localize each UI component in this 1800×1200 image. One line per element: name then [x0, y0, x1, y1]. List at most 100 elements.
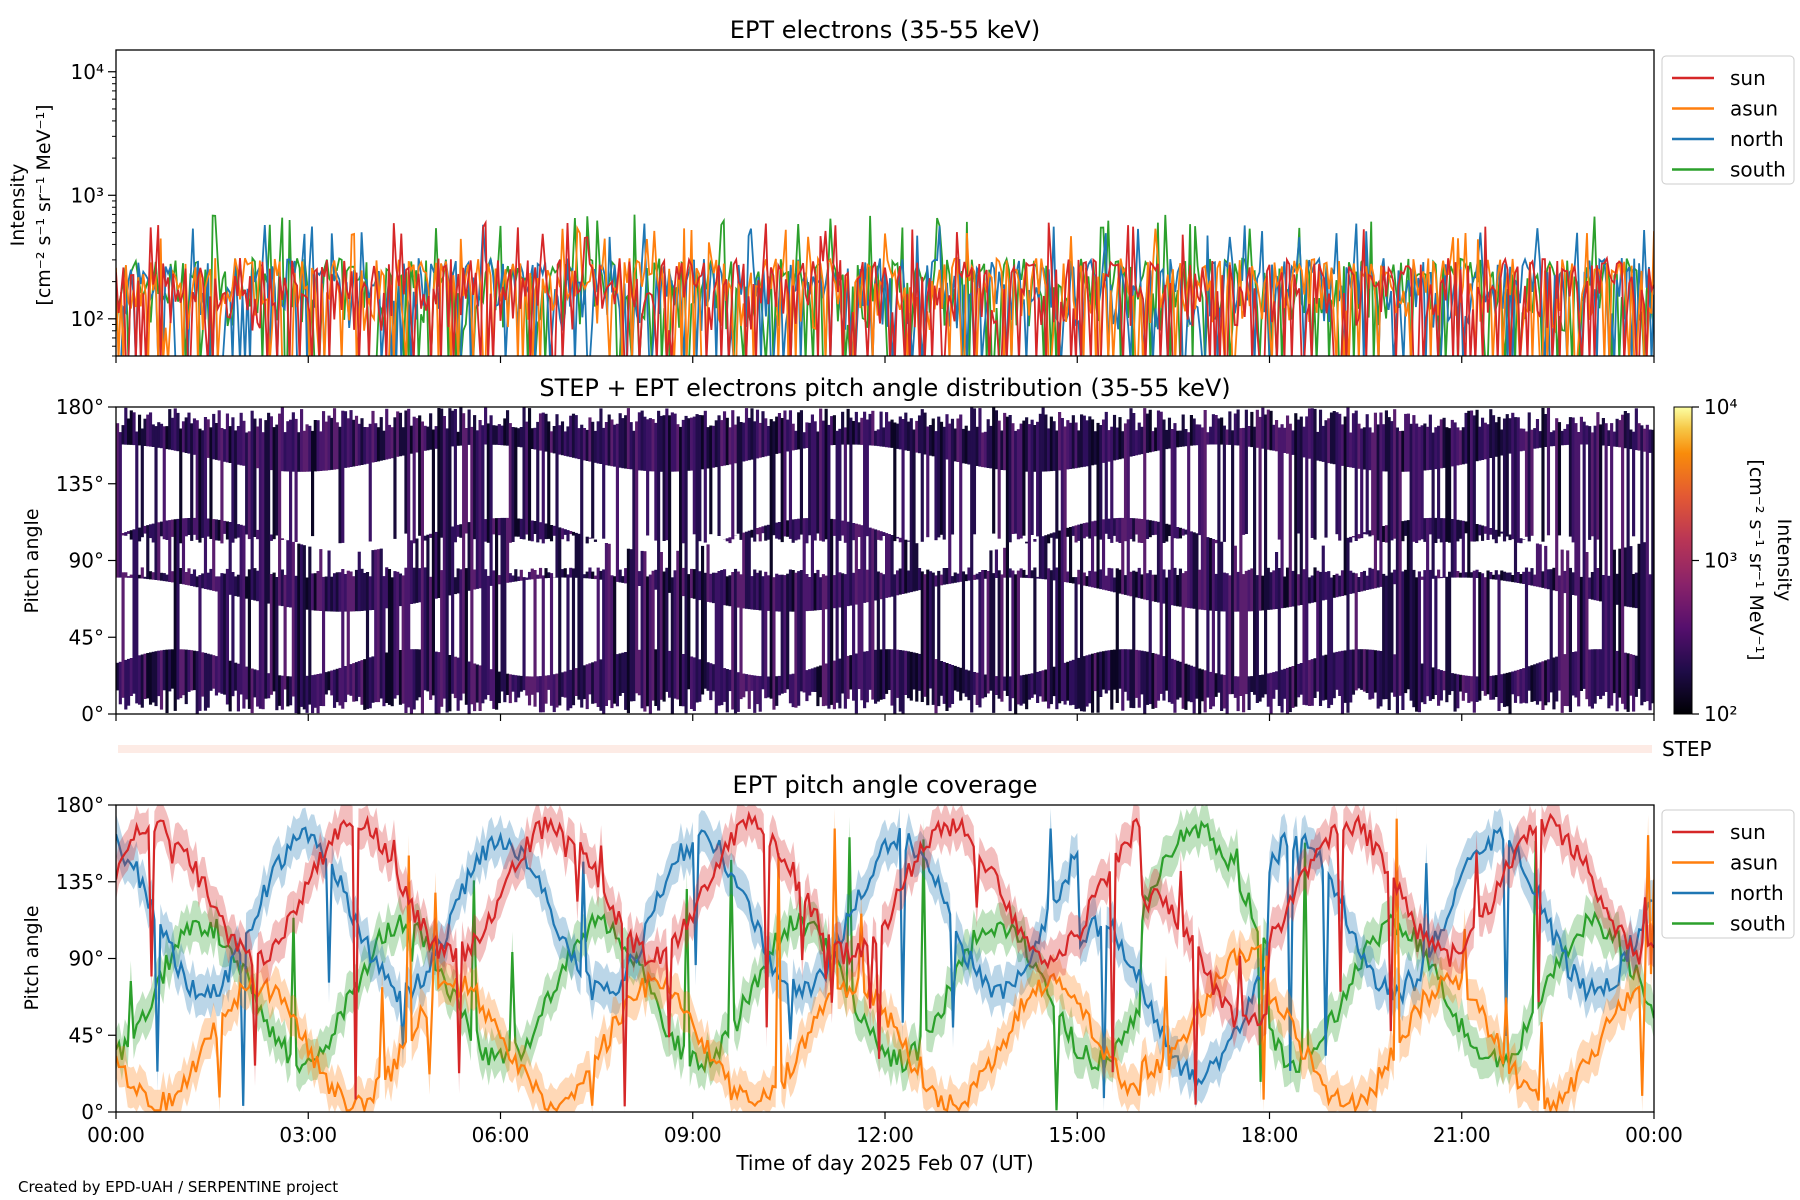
- heatmap-cell: [505, 410, 510, 446]
- heatmap-cell: [365, 427, 370, 464]
- heatmap-cell: [1365, 414, 1369, 535]
- heatmap-cell: [879, 572, 883, 600]
- heatmap-cell: [1291, 666, 1295, 708]
- heatmap-cell: [1612, 549, 1616, 694]
- heatmap-cell: [343, 574, 348, 612]
- heatmap-cell: [692, 416, 696, 535]
- heatmap-cell: [569, 669, 573, 709]
- heatmap-cell: [827, 424, 831, 709]
- heatmap-cell: [514, 675, 518, 703]
- heatmap-cell: [341, 410, 345, 543]
- heatmap-cell: [1505, 572, 1509, 582]
- heatmap-cell: [1610, 423, 1614, 706]
- heatmap-cell: [261, 432, 265, 710]
- heatmap-cell: [772, 421, 776, 536]
- heatmap-cell: [739, 422, 743, 540]
- heatmap-cell: [217, 576, 221, 693]
- heatmap-cell: [1121, 431, 1125, 459]
- heatmap-cell: [1577, 432, 1581, 707]
- heatmap-cell: [668, 415, 672, 593]
- heatmap-cell: [560, 421, 565, 456]
- heatmap-cell: [777, 413, 782, 454]
- heatmap-cell: [1563, 654, 1567, 706]
- heatmap-cell: [841, 411, 845, 445]
- heatmap-cell: [1071, 577, 1075, 584]
- heatmap-cell: [1044, 414, 1048, 472]
- heatmap-cell: [338, 667, 342, 706]
- heatmap-cell: [1269, 672, 1273, 714]
- heatmap-cell: [286, 540, 290, 608]
- heatmap-cell: [972, 672, 977, 695]
- heatmap-cell: [1038, 413, 1042, 579]
- heatmap-cell: [1310, 575, 1314, 603]
- heatmap-cell: [690, 568, 694, 599]
- heatmap-cell: [371, 410, 375, 463]
- heatmap-cell: [604, 543, 609, 706]
- heatmap-cell: [904, 539, 908, 594]
- heatmap-cell: [1011, 570, 1015, 699]
- heatmap-cell: [525, 577, 529, 580]
- heatmap-cell: [621, 652, 625, 693]
- heatmap-cell: [1480, 573, 1485, 691]
- heatmap-cell: [192, 517, 197, 535]
- heatmap-cell: [983, 570, 988, 579]
- heatmap-cell: [1121, 517, 1125, 595]
- heatmap-cell: [1247, 676, 1251, 710]
- heatmap-cell: [1362, 532, 1367, 535]
- heatmap-cell: [116, 662, 120, 691]
- heatmap-cell: [1434, 427, 1438, 470]
- heatmap-cell: [1420, 576, 1424, 580]
- heatmap-cell: [360, 660, 364, 705]
- heatmap-cell: [1129, 649, 1133, 708]
- heatmap-cell: [203, 652, 208, 711]
- heatmap-cell: [1519, 669, 1523, 704]
- heatmap-cell: [841, 520, 845, 536]
- heatmap-cell: [324, 672, 328, 695]
- heatmap-cell: [939, 661, 944, 696]
- heatmap-cell: [755, 572, 760, 610]
- heatmap-cell: [434, 531, 438, 599]
- heatmap-cell: [703, 410, 707, 543]
- heatmap-cell: [1000, 574, 1004, 702]
- heatmap-cell: [1049, 533, 1053, 538]
- heatmap-cell: [832, 415, 836, 445]
- heatmap-cell: [1236, 571, 1240, 612]
- heatmap-cell: [484, 519, 488, 542]
- heatmap-cell: [516, 675, 521, 698]
- heatmap-cell: [852, 572, 856, 701]
- heatmap-cell: [442, 416, 446, 699]
- heatmap-cell: [137, 655, 142, 705]
- heatmap-cell: [1137, 650, 1141, 708]
- heatmap-cell: [1030, 419, 1034, 535]
- heatmap-cell: [1469, 572, 1474, 578]
- heatmap-cell: [868, 413, 872, 446]
- heatmap-cell: [1618, 420, 1622, 448]
- heatmap-cell: [1148, 409, 1152, 453]
- heatmap-cell: [1313, 408, 1317, 540]
- heatmap-cell: [676, 550, 680, 700]
- heatmap-cell: [959, 667, 963, 701]
- heatmap-cell: [1448, 428, 1452, 543]
- heatmap-cell: [621, 576, 625, 583]
- heatmap-cell: [1527, 571, 1531, 586]
- heatmap-cell: [231, 572, 235, 697]
- heatmap-cell: [961, 571, 966, 694]
- heatmap-cell: [898, 537, 902, 543]
- heatmap-cell: [346, 570, 350, 695]
- heatmap-cell: [1156, 521, 1161, 603]
- heatmap-cell: [1478, 572, 1482, 701]
- heatmap-cell: [1118, 517, 1122, 543]
- heatmap-cell: [948, 664, 952, 708]
- heatmap-cell: [1340, 650, 1345, 714]
- heatmap-cell: [728, 575, 732, 607]
- heatmap-cell: [280, 538, 284, 540]
- heatmap-cell: [1426, 518, 1430, 697]
- heatmap-cell: [687, 418, 691, 471]
- heatmap-cell: [841, 573, 845, 694]
- heatmap-cell: [569, 415, 573, 458]
- heatmap-cell: [711, 572, 716, 604]
- heatmap-cell: [593, 539, 598, 542]
- heatmap-cell: [915, 653, 919, 702]
- heatmap-cell: [596, 567, 600, 707]
